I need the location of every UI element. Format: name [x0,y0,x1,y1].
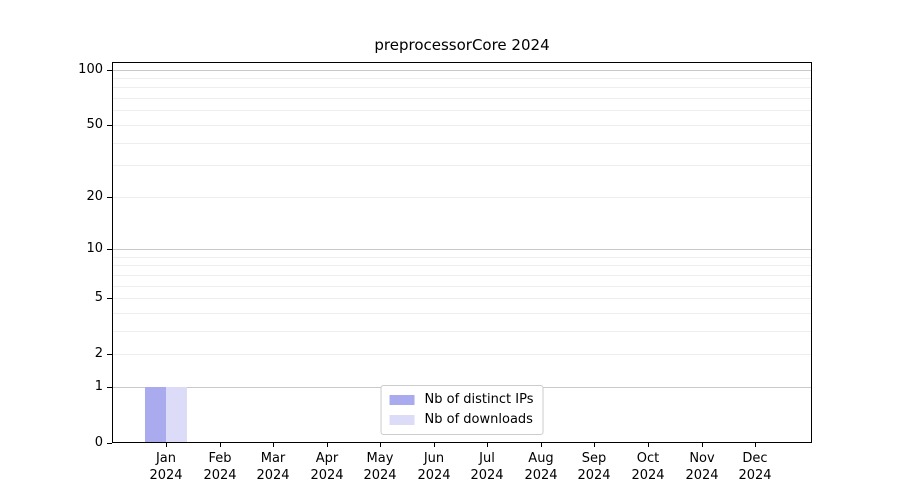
x-tick-label: Jul 2024 [470,451,504,483]
legend-label: Nb of downloads [424,412,533,427]
x-tick-label: Feb 2024 [203,451,237,483]
legend-swatch [389,395,415,405]
legend-label: Nb of distinct IPs [424,392,534,407]
legend-swatch [389,415,415,425]
major-gridline [113,70,811,71]
x-tick-mark [702,443,703,447]
y-tick-label: 50 [86,117,103,132]
x-tick-mark [327,443,328,447]
x-tick-mark [594,443,595,447]
minor-gridline [113,78,811,79]
x-tick-label: Jan 2024 [149,451,183,483]
minor-gridline [113,110,811,111]
minor-gridline [113,313,811,314]
y-tick-label: 100 [78,62,103,77]
y-tick-mark [107,249,112,250]
y-tick-mark [107,70,112,71]
x-tick-mark [541,443,542,447]
bar-nb-of-distinct-ips-jan [145,387,166,442]
minor-gridline [113,298,811,299]
y-tick-label: 0 [94,435,103,450]
legend: Nb of distinct IPs Nb of downloads [380,385,544,435]
x-tick-label: Nov 2024 [685,451,719,483]
minor-gridline [113,265,811,266]
y-tick-mark [107,298,112,299]
chart-title: preprocessorCore 2024 [374,36,550,54]
y-tick-label: 1 [94,379,103,394]
minor-gridline [113,143,811,144]
y-tick-mark [107,354,112,355]
y-tick-mark [107,197,112,198]
x-tick-mark [755,443,756,447]
x-tick-mark [220,443,221,447]
x-tick-label: Aug 2024 [524,451,558,483]
x-tick-mark [648,443,649,447]
y-tick-label: 10 [86,241,103,256]
minor-gridline [113,165,811,166]
x-tick-label: Mar 2024 [256,451,290,483]
x-tick-mark [380,443,381,447]
legend-entry: Nb of downloads [389,412,534,428]
minor-gridline [113,197,811,198]
y-tick-mark [107,387,112,388]
minor-gridline [113,125,811,126]
minor-gridline [113,257,811,258]
minor-gridline [113,98,811,99]
minor-gridline [113,286,811,287]
minor-gridline [113,87,811,88]
legend-entry: Nb of distinct IPs [389,392,534,408]
y-tick-label: 5 [94,290,103,305]
x-tick-label: Dec 2024 [738,451,772,483]
major-gridline [113,249,811,250]
x-tick-label: Apr 2024 [310,451,344,483]
x-tick-label: Sep 2024 [577,451,611,483]
x-tick-mark [273,443,274,447]
y-tick-label: 20 [86,189,103,204]
y-tick-mark [107,125,112,126]
minor-gridline [113,354,811,355]
x-tick-label: Jun 2024 [417,451,451,483]
minor-gridline [113,275,811,276]
minor-gridline [113,331,811,332]
y-tick-label: 2 [94,346,103,361]
bar-nb-of-downloads-jan [166,387,187,442]
x-tick-mark [166,443,167,447]
y-tick-mark [107,443,112,444]
x-tick-label: May 2024 [363,451,397,483]
x-tick-mark [434,443,435,447]
x-tick-label: Oct 2024 [631,451,665,483]
x-tick-mark [487,443,488,447]
